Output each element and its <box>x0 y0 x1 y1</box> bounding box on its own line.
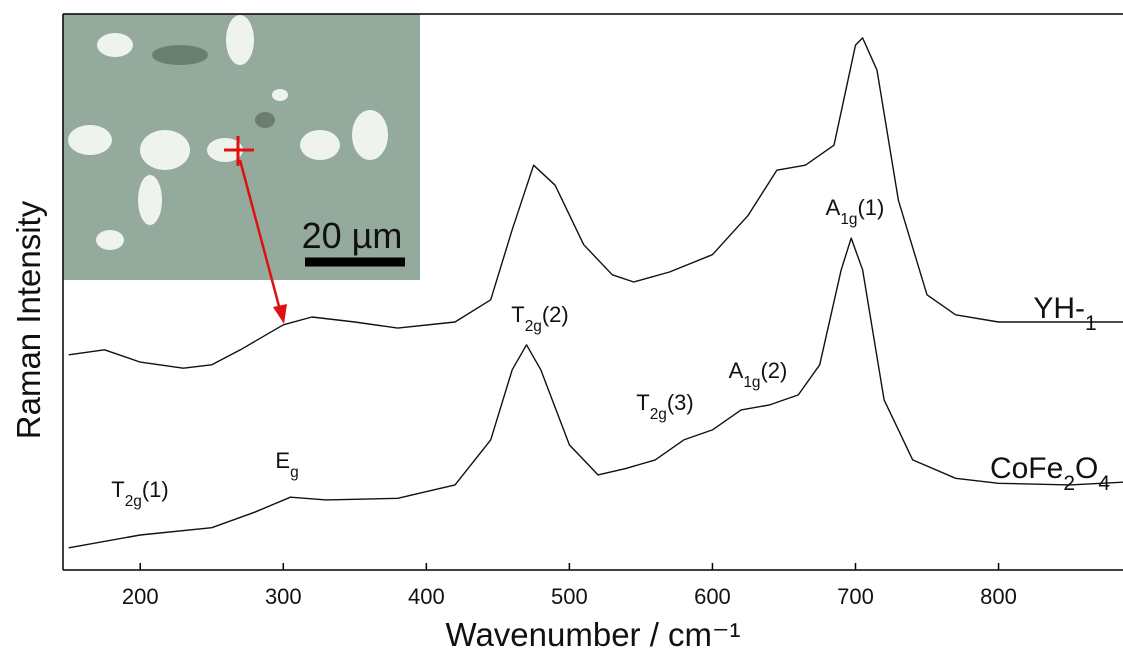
peak-label: T2g(1) <box>111 477 168 510</box>
peak-label: A1g(2) <box>729 358 788 391</box>
x-tick-label: 700 <box>837 584 874 609</box>
arrow-head <box>273 304 287 324</box>
spectrum-line <box>68 237 1123 549</box>
arrow-line <box>238 159 282 311</box>
peak-label: A1g(1) <box>826 195 885 228</box>
inset-micrograph: 20 µm <box>63 14 420 324</box>
x-tick-label: 800 <box>980 584 1017 609</box>
inset-inclusions <box>152 45 275 128</box>
x-axis-title: Wavenumber / cm⁻¹ <box>446 616 741 653</box>
series-label: CoFe2O4 <box>990 452 1110 495</box>
x-tick-label: 600 <box>694 584 731 609</box>
peak-label: Eg <box>275 448 298 481</box>
series-label: YH-1 <box>1033 292 1096 335</box>
cross-marker <box>224 136 254 166</box>
scale-label: 20 µm <box>302 215 403 256</box>
spectrum-line <box>68 37 1123 369</box>
inset-crystals <box>68 15 388 250</box>
peak-label: T2g(3) <box>636 390 693 423</box>
peak-label: T2g(2) <box>511 302 568 335</box>
x-tick-label: 500 <box>551 584 588 609</box>
y-axis-title: Raman Intensity <box>10 200 47 439</box>
x-tick-label: 200 <box>122 584 159 609</box>
x-tick-label: 400 <box>408 584 445 609</box>
x-tick-label: 300 <box>265 584 302 609</box>
